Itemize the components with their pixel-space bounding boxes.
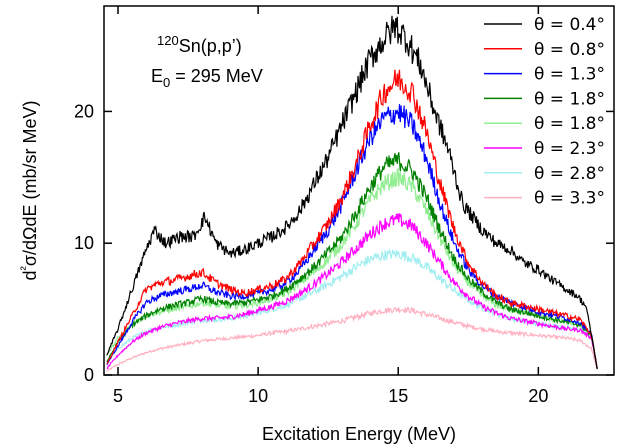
- legend: θ = 0.4° θ = 0.8° θ = 1.3° θ = 1.8° θ = 1.8°…: [484, 15, 605, 209]
- energy-value: = 295 MeV: [170, 66, 263, 86]
- series-line-7: [106, 248, 598, 368]
- target-reaction: Sn(p,p’): [179, 36, 242, 56]
- legend-label-5: θ = 1.8°: [534, 114, 605, 134]
- legend-label-2: θ = 0.8°: [534, 40, 605, 60]
- legend-label-8: θ = 3.3°: [534, 189, 605, 209]
- x-tick-label-1: 10: [248, 386, 268, 406]
- reaction-annotation: 120Sn(p,p’): [157, 33, 242, 56]
- y-axis-title: d²σ/dΩdE (mb/sr MeV): [17, 101, 40, 281]
- x-tick-label-0: 5: [113, 386, 123, 406]
- series-line-5: [106, 167, 598, 369]
- legend-label-1: θ = 0.4°: [534, 15, 605, 35]
- y-tick-label-1: 10: [74, 233, 94, 253]
- energy-subscript: 0: [163, 75, 170, 90]
- x-tick-label-2: 15: [388, 386, 408, 406]
- y-tick-label-0: 0: [84, 365, 94, 385]
- x-axis-title: Excitation Energy (MeV): [262, 424, 456, 444]
- y-tick-label-2: 20: [74, 101, 94, 121]
- legend-label-6: θ = 2.3°: [534, 139, 605, 159]
- axis-ticks: 5 10 15 20 0 10 20: [74, 6, 614, 406]
- plot-frame: [103, 5, 615, 376]
- series-line-1: [106, 15, 598, 370]
- legend-label-4: θ = 1.8°: [534, 89, 605, 109]
- legend-label-3: θ = 1.3°: [534, 65, 605, 85]
- plot-lines: [106, 15, 598, 372]
- series-line-6: [106, 213, 598, 370]
- beam-energy-annotation: E0 = 295 MeV: [151, 66, 263, 90]
- x-tick-label-3: 20: [528, 386, 548, 406]
- series-line-8: [106, 306, 598, 372]
- target-mass-number: 120: [157, 33, 179, 48]
- energy-symbol: E: [151, 66, 163, 86]
- legend-label-7: θ = 2.8°: [534, 164, 605, 184]
- series-line-2: [106, 69, 598, 368]
- series-line-4: [106, 152, 598, 369]
